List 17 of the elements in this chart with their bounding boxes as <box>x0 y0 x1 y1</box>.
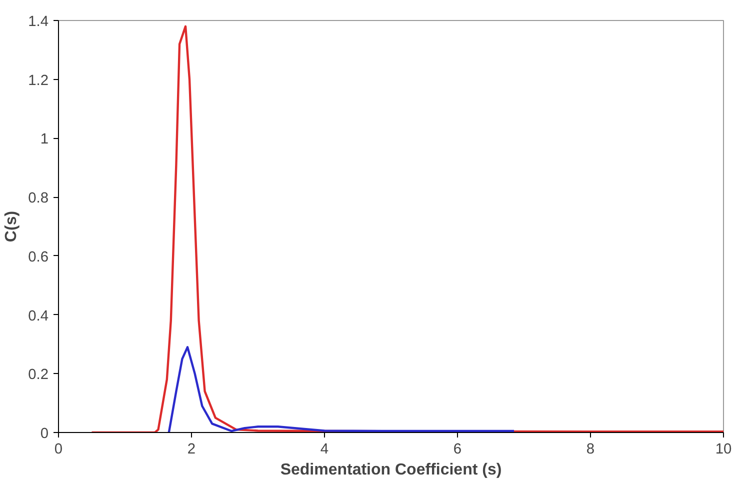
x-tick-label: 2 <box>187 442 196 458</box>
x-tick-label: 0 <box>54 442 63 458</box>
x-axis-title: Sedimentation Coefficient (s) <box>280 462 502 478</box>
x-tick-label: 4 <box>320 442 329 458</box>
y-tick-label: 1 <box>40 132 49 148</box>
y-tick-label: 0.4 <box>28 308 48 324</box>
x-tick-label: 10 <box>715 442 732 458</box>
y-tick-label: 0 <box>40 426 49 442</box>
x-tick-label: 6 <box>453 442 462 458</box>
line-series <box>168 346 516 432</box>
x-tick-label: 8 <box>586 442 595 458</box>
y-tick-label: 0.8 <box>28 190 48 207</box>
y-tick-label: 1.4 <box>28 14 48 30</box>
y-tick-label: 0.2 <box>28 367 48 384</box>
y-tick-label: 0.6 <box>28 249 48 266</box>
y-axis-title: C(s) <box>3 210 20 242</box>
y-tick-label: 1.2 <box>28 72 48 89</box>
